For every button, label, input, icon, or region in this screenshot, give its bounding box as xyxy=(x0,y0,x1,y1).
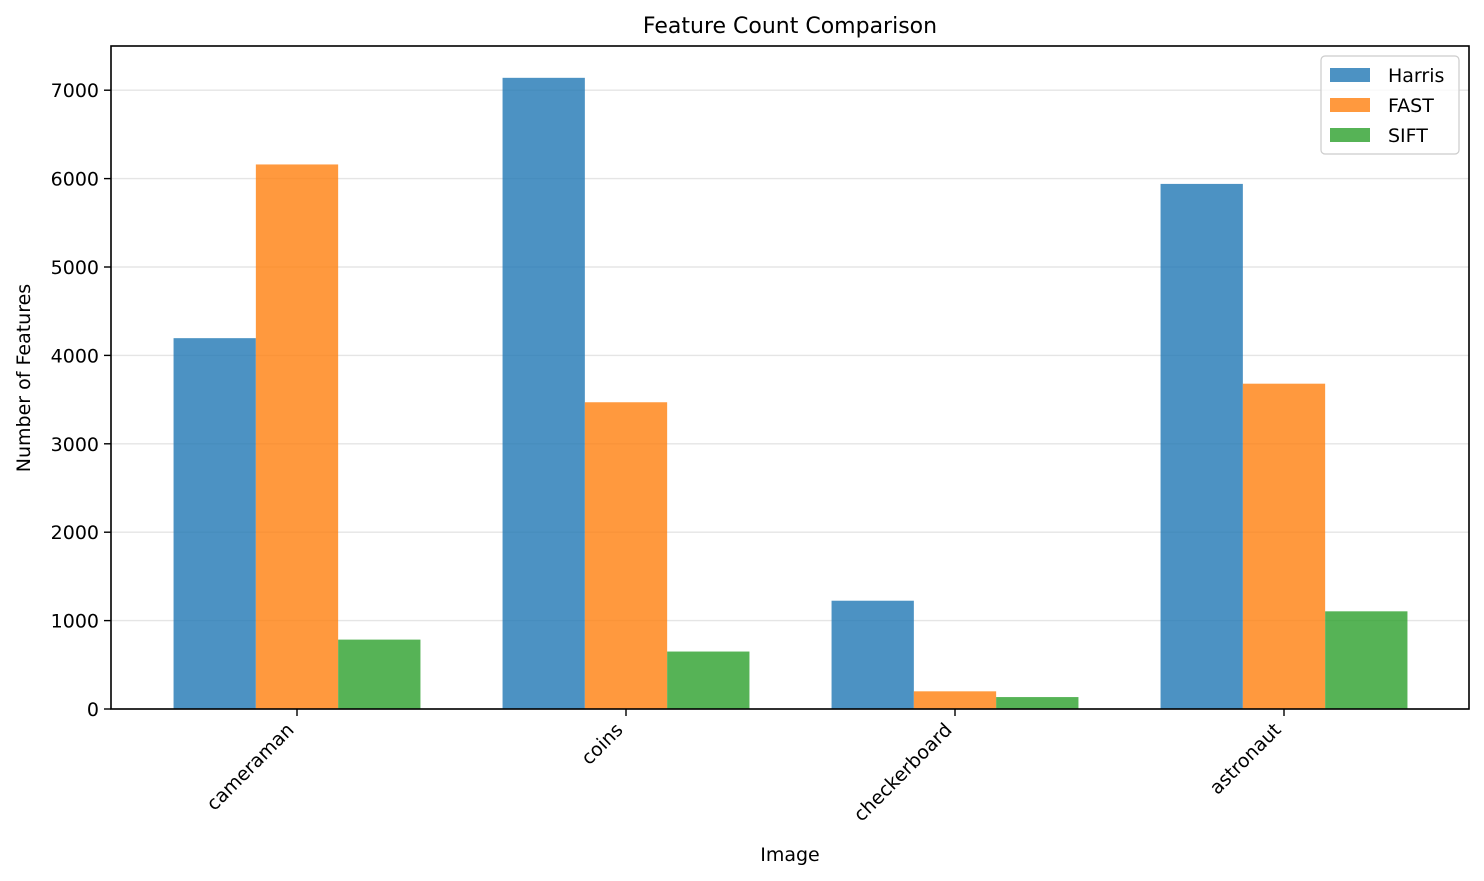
bar-harris-coins xyxy=(502,77,585,710)
bar-sift-checkerboard xyxy=(996,697,1079,709)
y-tick-label: 6000 xyxy=(51,169,99,191)
y-axis-label: Number of Features xyxy=(13,284,35,472)
y-tick-label: 3000 xyxy=(51,434,99,456)
bar-fast-coins xyxy=(584,402,668,709)
y-axis: 0 1000 2000 3000 4000 5000 6000 7000 xyxy=(51,80,111,721)
y-tick-label: 0 xyxy=(87,699,99,721)
plot-frame xyxy=(110,45,1470,710)
y-tick-label: 5000 xyxy=(51,257,99,279)
y-tick-label: 7000 xyxy=(51,80,99,102)
bar-fast-astronaut xyxy=(1242,383,1326,709)
bar-harris-astronaut xyxy=(1160,183,1243,710)
bar-sift-astronaut xyxy=(1325,611,1408,709)
legend-label-fast: FAST xyxy=(1388,95,1434,117)
bar-fast-checkerboard xyxy=(913,691,997,709)
legend-swatch-harris xyxy=(1330,68,1370,82)
x-axis-label: Image xyxy=(760,844,820,866)
bar-fast-cameraman xyxy=(255,164,339,709)
bars xyxy=(173,77,1408,710)
legend-swatch-fast xyxy=(1330,98,1370,112)
chart-title: Feature Count Comparison xyxy=(643,14,937,39)
y-tick-label: 4000 xyxy=(51,345,99,367)
bar-sift-cameraman xyxy=(338,639,421,709)
bar-harris-cameraman xyxy=(173,338,256,709)
y-tick-label: 1000 xyxy=(51,611,99,633)
legend-swatch-sift xyxy=(1330,128,1370,142)
bar-sift-coins xyxy=(667,651,750,709)
legend-label-sift: SIFT xyxy=(1388,125,1428,147)
bar-harris-checkerboard xyxy=(831,600,914,709)
legend: Harris FAST SIFT xyxy=(1320,55,1460,155)
legend-label-harris: Harris xyxy=(1388,65,1444,87)
y-tick-label: 2000 xyxy=(51,522,99,544)
